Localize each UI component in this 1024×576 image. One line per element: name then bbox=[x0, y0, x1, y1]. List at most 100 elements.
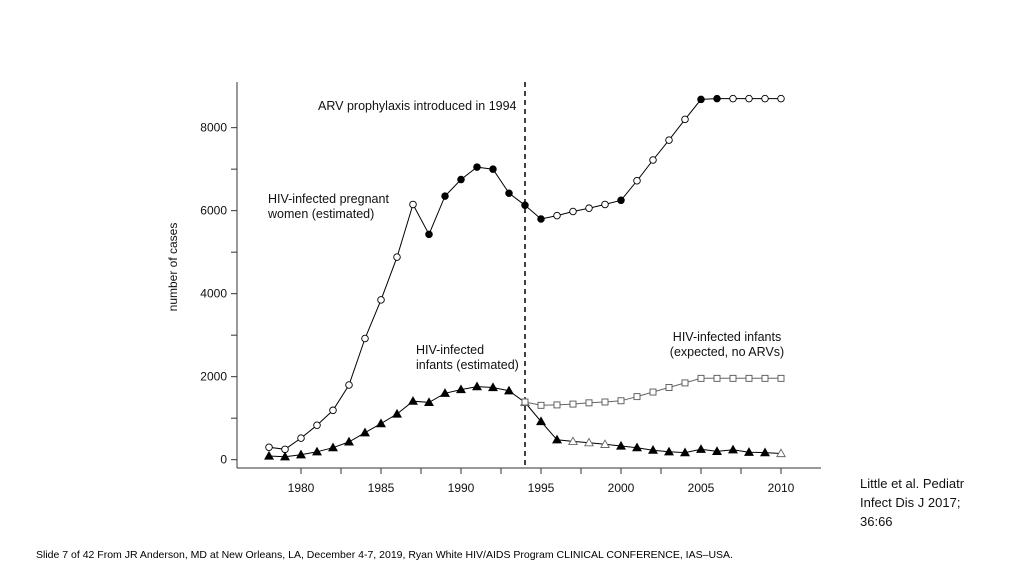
x-tick-label: 1990 bbox=[448, 481, 475, 495]
triangle-point bbox=[632, 442, 642, 452]
y-tick-label: 0 bbox=[220, 453, 227, 467]
square-point bbox=[681, 379, 689, 387]
series-markers bbox=[264, 94, 786, 461]
circle-point bbox=[665, 136, 673, 144]
circle-point bbox=[361, 334, 369, 343]
circle-point bbox=[265, 443, 273, 451]
triangle-point bbox=[312, 446, 322, 456]
y-tick-label: 2000 bbox=[200, 370, 227, 384]
triangle-point bbox=[504, 385, 514, 395]
square-point bbox=[745, 374, 753, 382]
circle-point bbox=[393, 253, 401, 261]
triangle-point bbox=[712, 446, 722, 455]
triangle-point bbox=[696, 444, 706, 453]
annotation-text: HIV-infected bbox=[416, 343, 484, 357]
circle-point bbox=[745, 94, 753, 103]
circle-point bbox=[537, 215, 545, 223]
square-point bbox=[537, 401, 545, 409]
triangle-point bbox=[264, 450, 274, 460]
citation: Little et al. Pediatr Infect Dis J 2017;… bbox=[860, 474, 1020, 531]
square-point bbox=[649, 388, 657, 396]
x-tick-label: 2005 bbox=[688, 481, 715, 495]
triangle-point bbox=[280, 451, 290, 461]
x-tick-label: 1985 bbox=[368, 481, 395, 495]
circle-point bbox=[633, 177, 641, 185]
square-point bbox=[665, 384, 673, 391]
square-point bbox=[553, 401, 561, 409]
y-axis-label: number of cases bbox=[166, 223, 180, 312]
citation-line-3: 36:66 bbox=[860, 514, 893, 529]
annotation-text: HIV-infected pregnant bbox=[268, 192, 389, 206]
triangle-point bbox=[600, 439, 610, 448]
circle-point bbox=[569, 207, 577, 216]
square-point bbox=[569, 400, 577, 408]
circle-point bbox=[729, 94, 737, 103]
circle-point bbox=[281, 445, 289, 454]
y-tick-label: 8000 bbox=[200, 121, 227, 135]
triangle-point bbox=[344, 436, 354, 446]
square-point bbox=[633, 393, 641, 401]
triangle-point bbox=[552, 434, 562, 444]
circle-point bbox=[697, 95, 705, 104]
circle-point bbox=[777, 94, 785, 103]
circle-point bbox=[617, 196, 625, 205]
chart-annotations: ARV prophylaxis introduced in 1994 HIV-in… bbox=[267, 99, 784, 372]
circle-point bbox=[649, 156, 657, 164]
circle-point bbox=[601, 200, 609, 209]
triangle-point bbox=[360, 427, 370, 437]
square-point bbox=[585, 399, 593, 407]
circle-point bbox=[313, 421, 321, 429]
square-point bbox=[601, 398, 609, 406]
square-point bbox=[729, 374, 737, 382]
square-point bbox=[761, 374, 769, 382]
triangle-point bbox=[680, 447, 690, 457]
triangle-point bbox=[776, 448, 786, 458]
square-point bbox=[697, 374, 705, 382]
circle-point bbox=[329, 406, 337, 415]
y-tick-label: 6000 bbox=[200, 204, 227, 218]
annotation-text: women (estimated) bbox=[267, 207, 374, 221]
circle-point bbox=[473, 163, 481, 171]
triangle-point bbox=[328, 442, 338, 452]
triangle-point bbox=[472, 381, 482, 391]
circle-point bbox=[521, 201, 529, 210]
triangle-point bbox=[760, 447, 770, 457]
x-tick-label: 2000 bbox=[608, 481, 635, 495]
triangle-point bbox=[408, 396, 418, 405]
citation-line-2: Infect Dis J 2017; bbox=[860, 495, 961, 510]
square-point bbox=[521, 398, 529, 406]
circle-point bbox=[457, 175, 465, 184]
circle-point bbox=[345, 381, 353, 389]
square-point bbox=[713, 374, 721, 382]
triangle-point bbox=[440, 388, 450, 397]
circle-point bbox=[761, 94, 769, 103]
circle-point bbox=[585, 204, 593, 212]
triangle-point bbox=[424, 397, 434, 407]
slide-footer: Slide 7 of 42 From JR Anderson, MD at Ne… bbox=[36, 549, 733, 561]
circle-point bbox=[489, 165, 497, 173]
triangle-point bbox=[664, 446, 674, 456]
annotation-text: (expected, no ARVs) bbox=[670, 345, 784, 359]
square-point bbox=[777, 374, 785, 382]
triangle-point bbox=[744, 447, 754, 456]
annotation-text: HIV-infected infants bbox=[673, 330, 781, 344]
triangle-point bbox=[296, 449, 306, 459]
square-point bbox=[617, 397, 625, 405]
triangle-point bbox=[392, 408, 402, 418]
triangle-point bbox=[536, 416, 546, 426]
triangle-point bbox=[568, 436, 578, 446]
triangle-point bbox=[728, 444, 738, 454]
annotation-text: infants (estimated) bbox=[416, 358, 519, 372]
x-tick-label: 2010 bbox=[768, 481, 795, 495]
circle-point bbox=[681, 115, 689, 124]
triangle-point bbox=[456, 384, 466, 394]
circle-point bbox=[553, 211, 561, 220]
circle-point bbox=[297, 434, 305, 442]
y-tick-label: 4000 bbox=[200, 287, 227, 301]
circle-point bbox=[425, 230, 433, 239]
circle-point bbox=[377, 296, 385, 304]
triangle-point bbox=[376, 418, 386, 428]
citation-line-1: Little et al. Pediatr bbox=[860, 476, 965, 491]
triangle-point bbox=[616, 440, 626, 450]
